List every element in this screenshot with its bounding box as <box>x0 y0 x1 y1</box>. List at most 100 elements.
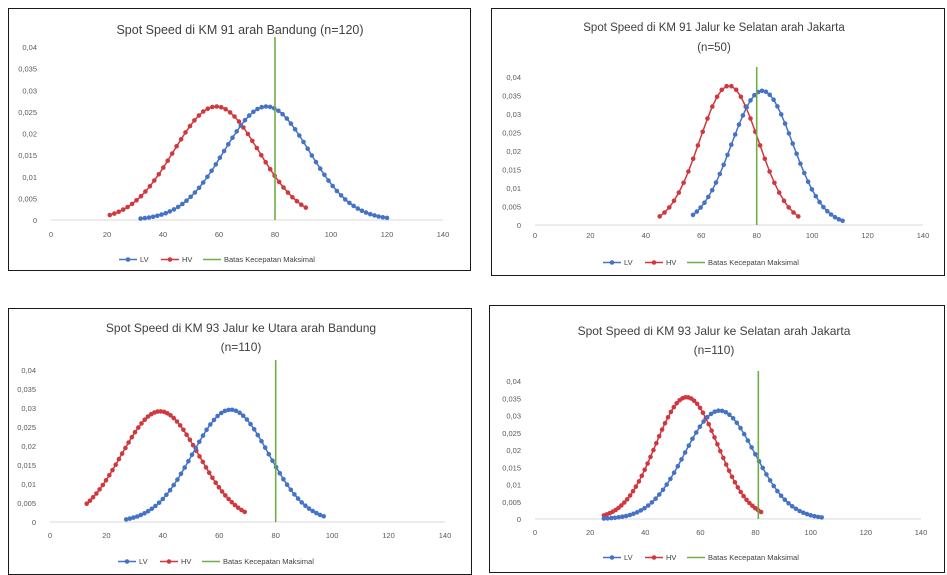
x-tick-label: 0 <box>533 231 537 240</box>
data-point-lv <box>763 89 769 95</box>
data-point-hv <box>134 198 139 203</box>
data-point-lv <box>775 104 780 109</box>
data-point-lv <box>219 410 224 416</box>
legend-item-limit: Batas Kecepatan Maksimal <box>687 553 799 562</box>
data-point-hv <box>695 143 701 148</box>
data-point-lv <box>771 97 776 102</box>
y-tick-label: 0,02 <box>22 130 37 139</box>
x-tick-label: 20 <box>586 231 594 240</box>
data-point-lv <box>251 109 256 115</box>
chart-subtitle: (n=110) <box>221 340 262 354</box>
data-point-hv <box>236 119 242 124</box>
data-point-lv <box>338 193 344 198</box>
x-tick-label: 20 <box>586 528 594 537</box>
data-point-lv <box>234 129 239 134</box>
data-point-lv <box>155 213 160 219</box>
data-point-hv <box>168 413 173 418</box>
legend-label-hv: HV <box>181 557 191 566</box>
y-tick-label: 0,025 <box>18 108 37 117</box>
data-point-lv <box>259 438 264 444</box>
data-point-hv <box>690 156 696 162</box>
data-point-lv <box>690 436 695 442</box>
data-point-lv <box>255 432 261 438</box>
data-point-lv <box>638 508 644 513</box>
data-point-hv <box>767 169 772 174</box>
data-point-hv <box>706 421 711 427</box>
series-line-lv <box>692 90 843 222</box>
x-tick-label: 140 <box>917 231 930 240</box>
data-point-lv <box>153 503 158 509</box>
y-tick-label: 0,005 <box>502 498 521 507</box>
data-point-lv <box>355 206 361 211</box>
data-point-lv <box>159 212 164 217</box>
data-point-lv <box>233 408 239 414</box>
data-point-lv <box>836 217 842 222</box>
x-tick-label: 40 <box>641 528 649 537</box>
data-point-hv <box>197 454 202 459</box>
x-tick-label: 0 <box>533 528 537 537</box>
legend-item-hv: HV <box>645 553 676 562</box>
data-point-hv <box>210 475 215 481</box>
y-tick-label: 0,02 <box>506 446 521 455</box>
y-tick-label: 0,03 <box>22 86 37 95</box>
data-point-lv <box>248 421 253 427</box>
data-point-hv <box>235 505 241 510</box>
data-point-lv <box>609 515 614 521</box>
data-point-lv <box>698 205 703 210</box>
data-point-lv <box>138 512 144 518</box>
series-line-hv <box>109 105 307 216</box>
data-point-lv <box>721 162 726 168</box>
data-point-hv <box>712 435 717 440</box>
x-tick-label: 100 <box>804 528 817 537</box>
data-point-lv <box>189 452 195 457</box>
data-point-hv <box>113 462 118 467</box>
data-point-lv <box>713 180 719 185</box>
data-point-lv <box>217 155 223 160</box>
data-point-lv <box>164 492 169 498</box>
data-point-hv <box>165 158 170 163</box>
data-point-hv <box>776 190 782 195</box>
data-point-lv <box>277 471 283 476</box>
data-point-lv <box>246 113 252 118</box>
data-point-lv <box>160 496 166 502</box>
data-point-lv <box>305 146 311 151</box>
data-point-hv <box>120 207 126 212</box>
data-point-hv <box>624 497 630 502</box>
data-point-hv <box>218 105 224 110</box>
data-point-lv <box>288 121 294 126</box>
data-point-lv <box>237 410 242 416</box>
data-point-lv <box>211 417 217 423</box>
chart-panel-km93-jakarta: Spot Speed di KM 93 Jalur ke Selatan ara… <box>489 305 945 573</box>
data-point-hv <box>126 440 131 445</box>
data-point-lv <box>752 92 757 98</box>
data-point-hv <box>738 489 743 495</box>
data-point-lv <box>266 451 272 457</box>
data-point-lv <box>208 422 213 427</box>
data-point-lv <box>620 514 625 519</box>
data-point-hv <box>630 489 636 494</box>
data-point-lv <box>671 470 677 475</box>
data-point-hv <box>724 83 729 89</box>
data-point-lv <box>197 439 202 445</box>
data-point-lv <box>825 208 830 214</box>
data-point-lv <box>297 133 302 138</box>
data-point-lv <box>664 482 669 487</box>
data-point-lv <box>697 424 703 429</box>
y-tick-label: 0,04 <box>22 43 37 52</box>
legend-item-limit: Batas Kecepatan Maksimal <box>202 557 314 566</box>
legend-item-limit: Batas Kecepatan Maksimal <box>203 255 315 264</box>
y-tick-label: 0,02 <box>21 442 36 451</box>
chart-subtitle: (n=50) <box>697 42 731 54</box>
data-point-hv <box>184 432 189 437</box>
legend-label-hv: HV <box>666 553 676 562</box>
data-point-lv <box>226 142 231 147</box>
data-point-lv <box>178 471 184 477</box>
data-point-hv <box>732 480 738 485</box>
data-point-hv <box>143 189 148 194</box>
data-point-lv <box>295 496 301 501</box>
y-tick-label: 0,015 <box>17 461 36 470</box>
data-point-lv <box>642 505 647 511</box>
data-point-lv <box>226 407 231 413</box>
data-point-hv <box>276 179 282 185</box>
data-point-hv <box>119 451 125 456</box>
